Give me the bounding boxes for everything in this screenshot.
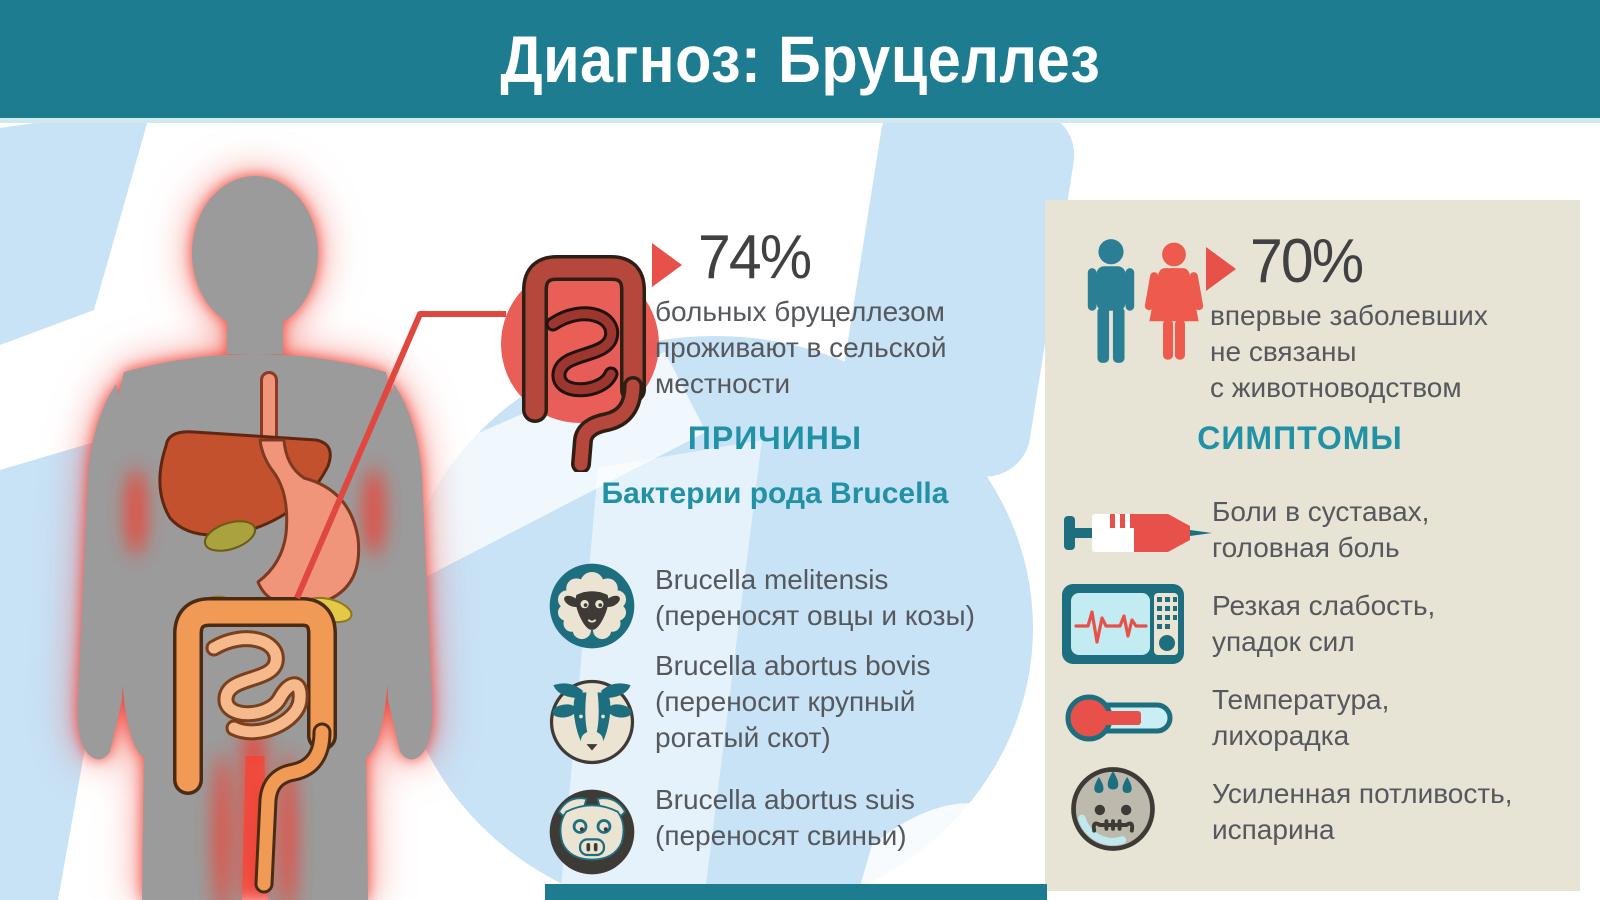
symptom-line: Температура, bbox=[1212, 684, 1390, 715]
stat-arrow-icon bbox=[652, 243, 682, 287]
gallbladder bbox=[203, 520, 257, 552]
cause-carrier: (переносят свиньи) bbox=[655, 820, 907, 851]
cause-item: Brucella abortus suis (переносят свиньи) bbox=[655, 782, 915, 854]
causes-subheading: Бактерии рода Brucella bbox=[601, 477, 949, 510]
woman-icon bbox=[1144, 242, 1204, 360]
symptom-line: Боли в суставах, bbox=[1212, 496, 1430, 527]
stat-left-value: 74% bbox=[698, 223, 812, 292]
sweating-face-icon bbox=[1071, 767, 1155, 851]
cause-item: Brucella abortus bovis (переносит крупны… bbox=[655, 648, 930, 756]
stat-right-text: впервые заболевших не связаны с животнов… bbox=[1210, 298, 1488, 406]
background-white-band bbox=[560, 440, 762, 900]
stat-right-line: с животноводством bbox=[1210, 372, 1462, 403]
cause-item: Brucella melitensis (переносят овцы и ко… bbox=[655, 562, 975, 634]
bottom-accent-bar bbox=[545, 884, 1047, 900]
stat-left-text: больных бруцеллезом проживают в сельской… bbox=[655, 294, 946, 402]
cause-carrier: (переносит крупный bbox=[655, 686, 916, 717]
pig-icon bbox=[549, 789, 635, 875]
ecg-monitor-icon bbox=[1062, 584, 1184, 664]
symptom-item: Усиленная потливость, испарина bbox=[1212, 776, 1513, 848]
stat-right-line: впервые заболевших bbox=[1210, 300, 1488, 331]
syringe-icon bbox=[1064, 514, 1212, 552]
body-silhouette-illustration bbox=[77, 176, 433, 900]
causes-heading: ПРИЧИНЫ bbox=[687, 420, 863, 456]
background-blue-bar bbox=[836, 93, 1075, 477]
intestine-icon bbox=[501, 255, 659, 472]
symptom-item: Резкая слабость, упадок сил bbox=[1212, 588, 1435, 660]
thermometer-icon bbox=[1065, 694, 1173, 742]
cause-carrier: рогатый скот) bbox=[655, 722, 831, 753]
cause-name: Brucella melitensis bbox=[655, 564, 889, 595]
background-blue-wedge-top-left bbox=[0, 106, 152, 345]
symptom-line: лихорадка bbox=[1212, 720, 1350, 751]
cow-icon bbox=[549, 679, 635, 765]
man-icon bbox=[1087, 239, 1135, 363]
stat-right-value: 70% bbox=[1250, 227, 1364, 296]
header-band: Диагноз: Бруцеллез bbox=[0, 0, 1600, 118]
cause-name: Brucella abortus bovis bbox=[655, 650, 931, 681]
symptom-line: Резкая слабость, bbox=[1212, 590, 1436, 621]
cause-carrier: (переносят овцы и козы) bbox=[655, 600, 975, 631]
symptom-line: испарина bbox=[1212, 814, 1335, 845]
page-title: Диагноз: Бруцеллез bbox=[500, 22, 1100, 96]
colon bbox=[176, 600, 334, 792]
stat-left-line: местности bbox=[655, 368, 791, 399]
symptom-line: головная боль bbox=[1212, 532, 1400, 563]
symptom-line: Усиленная потливость, bbox=[1212, 778, 1513, 809]
cause-name: Brucella abortus suis bbox=[655, 784, 915, 815]
stat-left-line: проживают в сельской bbox=[655, 332, 947, 363]
symptom-item: Боли в суставах, головная боль bbox=[1212, 494, 1429, 566]
stat-right-line: не связаны bbox=[1210, 336, 1357, 367]
symptom-item: Температура, лихорадка bbox=[1212, 682, 1389, 754]
symptoms-heading: СИМПТОМЫ bbox=[1197, 420, 1403, 456]
header-underline bbox=[0, 118, 1600, 123]
rectum bbox=[257, 725, 329, 891]
symptom-line: упадок сил bbox=[1212, 626, 1355, 657]
small-intestine bbox=[208, 633, 306, 738]
background-white-wave bbox=[856, 803, 1032, 900]
stat-arrow-icon bbox=[1206, 247, 1236, 291]
sheep-icon bbox=[549, 563, 635, 649]
stat-left-line: больных бруцеллезом bbox=[655, 296, 945, 327]
